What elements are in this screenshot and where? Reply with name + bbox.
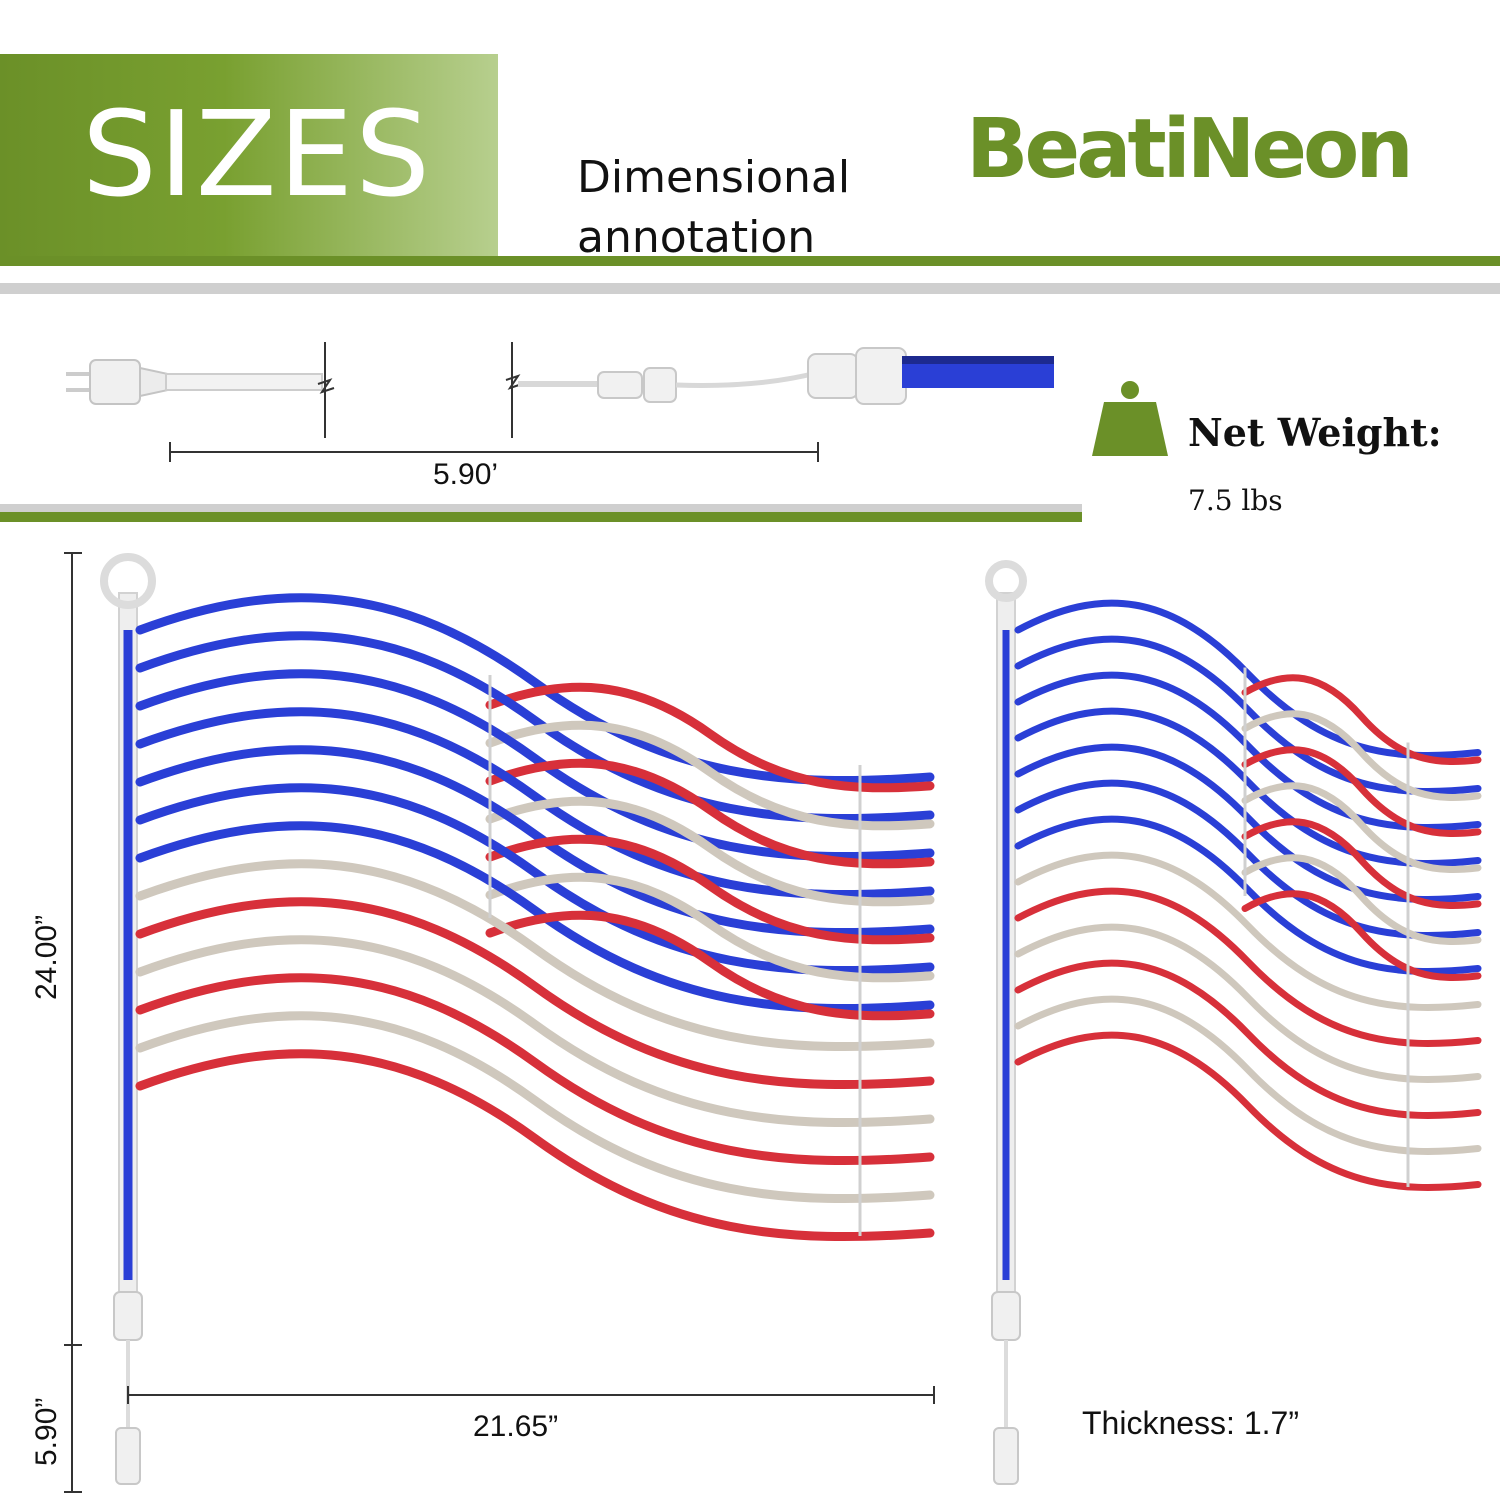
small-flag-end-connector [993, 1427, 1019, 1485]
net-weight-value: 7.5 lbs [1188, 484, 1283, 517]
small-flag-stripe-4 [1014, 707, 1482, 867]
small-flag-stripe-6 [1014, 779, 1482, 939]
small-flag-field-stripe-3 [1241, 746, 1482, 837]
small-flag-stripe-1 [1014, 599, 1482, 759]
page-title: SIZES [82, 85, 432, 223]
plug-icon [66, 359, 169, 405]
large-flag-ring [100, 553, 156, 609]
small-flag-stripe-8 [1014, 851, 1482, 1011]
large-flag-field-stripe-3 [485, 758, 935, 869]
large-flag-field-stripe-5 [485, 834, 935, 945]
small-flag-stripe-12 [1014, 995, 1482, 1155]
small-flag-stripe-2 [1014, 635, 1482, 795]
gray-divider-2 [0, 504, 1082, 512]
large-flag-field-stripe-6 [485, 872, 935, 983]
large-flag-field-stripe-4 [485, 796, 935, 907]
large-flag-stripe-1 [135, 593, 935, 786]
height-label: 24.00” [30, 914, 63, 1000]
small-flag-stripe-7 [1014, 815, 1482, 975]
small-flag-stripe-3 [1014, 671, 1482, 831]
small-flag-field-stripe-4 [1241, 782, 1482, 873]
large-flag-stripe-5 [135, 745, 935, 938]
sizes-banner [0, 54, 498, 256]
thickness-label: Thickness: 1.7” [1082, 1405, 1299, 1441]
gray-divider [0, 283, 1500, 294]
small-flag-stripe-5 [1014, 743, 1482, 903]
large-flag-field-stripe-7 [485, 910, 935, 1021]
large-flag-stripe-7 [135, 821, 935, 1014]
small-flag-stripe-11 [1014, 959, 1482, 1119]
small-flag-field-stripe-2 [1241, 710, 1482, 801]
large-flag-stripe-10 [135, 935, 935, 1128]
cable-length-label: 5.90’ [433, 458, 499, 491]
large-flag-field-stripe-2 [485, 720, 935, 831]
brand-logo: BeatiNeon [966, 102, 1414, 197]
large-flag-connector [113, 1291, 143, 1341]
cable-divider [0, 512, 1082, 522]
large-flag-stripe-4 [135, 707, 935, 900]
stake-length-label: 5.90” [30, 1397, 63, 1466]
net-weight-label: Net Weight: [1188, 410, 1442, 455]
large-flag-stripe-12 [135, 1011, 935, 1204]
large-flag-stripe-13 [135, 1049, 935, 1242]
large-flag-stripe-11 [135, 973, 935, 1166]
width-label: 21.65” [473, 1410, 559, 1443]
large-flag-field-stripe-1 [485, 682, 935, 793]
small-flag-stripe-10 [1014, 923, 1482, 1083]
subtitle-line-2: annotation [577, 212, 816, 263]
large-flag-stripe-6 [135, 783, 935, 976]
large-flag-pole [118, 592, 138, 1301]
small-flag-field-stripe-5 [1241, 818, 1482, 909]
small-flag-connector [991, 1291, 1021, 1341]
large-flag-stripe-2 [135, 631, 935, 824]
small-flag-ring [985, 560, 1027, 602]
header-divider [0, 256, 1500, 266]
small-flag-stripe-13 [1014, 1031, 1482, 1191]
small-flag-stripe-9 [1014, 887, 1482, 1047]
small-flag-field-stripe-7 [1241, 890, 1482, 981]
small-flag-field-stripe-1 [1241, 674, 1482, 765]
large-flag-end-connector [115, 1427, 141, 1485]
subtitle: Dimensional annotation [577, 148, 850, 268]
small-flag-field-stripe-6 [1241, 854, 1482, 945]
large-flag-stripe-8 [135, 859, 935, 1052]
large-flag-stripe-9 [135, 897, 935, 1090]
subtitle-line-1: Dimensional [577, 152, 851, 203]
small-flag-pole [996, 592, 1016, 1301]
large-flag-stripe-3 [135, 669, 935, 862]
